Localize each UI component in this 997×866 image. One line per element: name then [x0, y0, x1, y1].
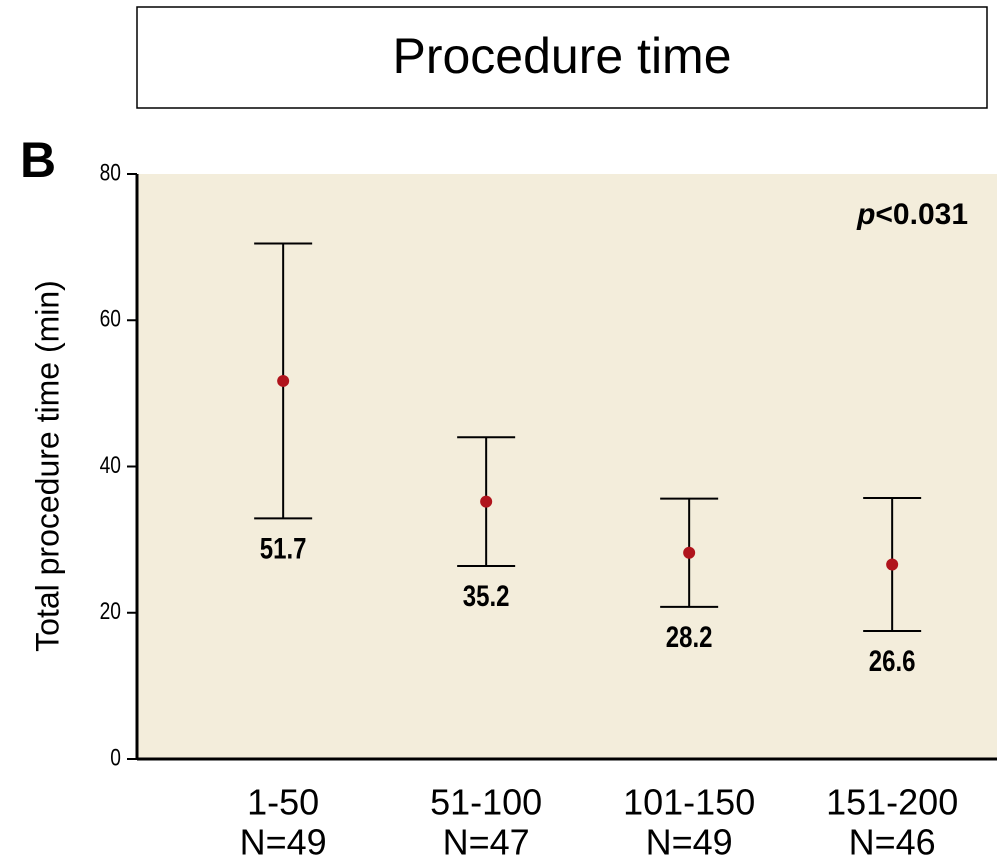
data-label: 35.2 — [463, 578, 510, 612]
x-tick-label: 1-50 — [247, 782, 319, 823]
group-size-label: N=49 — [240, 822, 327, 863]
x-tick-label: 101-150 — [623, 782, 755, 823]
annotation: p<0.031 — [856, 198, 968, 231]
x-tick-label: 51-100 — [430, 782, 542, 823]
panel-label: B — [20, 132, 56, 188]
mean-point — [277, 374, 290, 387]
y-tick-label: 80 — [100, 158, 121, 186]
y-tick-label: 20 — [100, 597, 121, 625]
annotation-symbol: p — [856, 198, 875, 231]
title-box — [136, 6, 988, 109]
y-tick-label: 0 — [110, 743, 121, 771]
mean-point — [683, 546, 696, 559]
mean-point — [886, 558, 899, 571]
group-size-label: N=49 — [646, 822, 733, 863]
group-size-label: N=46 — [849, 822, 936, 863]
data-label: 28.2 — [666, 619, 713, 653]
data-label: 51.7 — [260, 531, 307, 565]
y-tick-label: 60 — [100, 304, 121, 332]
chart-title: Procedure time — [392, 28, 731, 84]
y-axis-label: Total procedure time (min) — [29, 280, 65, 652]
plot-background — [137, 174, 997, 759]
group-size-label: N=47 — [443, 822, 530, 863]
data-label: 26.6 — [869, 643, 916, 677]
mean-point — [480, 495, 493, 508]
y-tick-label: 40 — [100, 451, 121, 479]
annotation-text: <0.031 — [875, 198, 968, 231]
x-tick-label: 151-200 — [826, 782, 958, 823]
